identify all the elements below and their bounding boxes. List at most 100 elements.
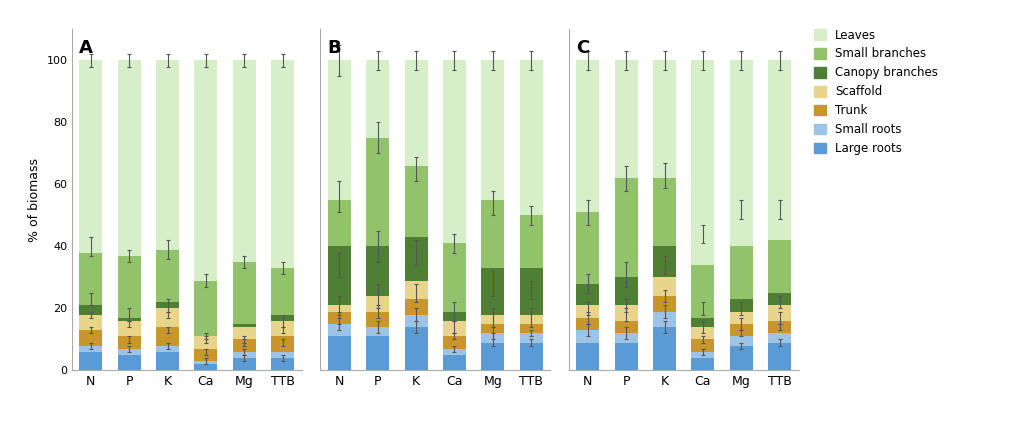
Bar [519, 216, 543, 268]
Bar [519, 61, 543, 216]
Bar [367, 61, 389, 138]
Text: C: C [577, 39, 590, 57]
Bar [271, 336, 294, 352]
Bar [730, 336, 753, 346]
Bar [118, 321, 140, 336]
Bar [156, 250, 179, 302]
Bar [328, 200, 351, 246]
Bar [232, 358, 256, 370]
Bar [653, 178, 676, 246]
Bar [442, 312, 466, 321]
Bar [481, 343, 504, 370]
Bar [519, 268, 543, 314]
Bar [271, 321, 294, 336]
Bar [232, 262, 256, 324]
Bar [442, 243, 466, 312]
Bar [481, 61, 504, 200]
Bar [481, 333, 504, 343]
Bar [195, 349, 217, 361]
Bar [577, 284, 599, 305]
Bar [156, 61, 179, 250]
Bar [691, 265, 715, 318]
Bar [118, 336, 140, 349]
Bar [195, 336, 217, 349]
Bar [442, 355, 466, 370]
Bar [156, 302, 179, 309]
Bar [614, 61, 638, 178]
Bar [328, 305, 351, 312]
Bar [614, 333, 638, 343]
Bar [232, 352, 256, 358]
Bar [519, 324, 543, 333]
Bar [442, 336, 466, 349]
Bar [577, 318, 599, 330]
Bar [328, 61, 351, 200]
Bar [577, 212, 599, 284]
Bar [404, 314, 428, 327]
Bar [614, 305, 638, 321]
Bar [367, 246, 389, 296]
Bar [118, 355, 140, 370]
Bar [404, 280, 428, 299]
Bar [442, 321, 466, 336]
Bar [653, 312, 676, 327]
Bar [271, 352, 294, 358]
Bar [653, 246, 676, 277]
Text: A: A [79, 39, 93, 57]
Bar [404, 237, 428, 280]
Bar [691, 61, 715, 265]
Bar [118, 349, 140, 355]
Bar [156, 327, 179, 346]
Y-axis label: % of biomass: % of biomass [28, 158, 41, 242]
Bar [653, 327, 676, 370]
Bar [691, 358, 715, 370]
Bar [768, 343, 792, 370]
Legend: Leaves, Small branches, Canopy branches, Scaffold, Trunk, Small roots, Large roo: Leaves, Small branches, Canopy branches,… [814, 29, 938, 155]
Bar [271, 358, 294, 370]
Bar [79, 346, 102, 352]
Bar [195, 61, 217, 280]
Bar [768, 305, 792, 321]
Bar [577, 343, 599, 370]
Bar [79, 61, 102, 253]
Bar [232, 61, 256, 262]
Bar [195, 361, 217, 364]
Bar [328, 246, 351, 305]
Bar [367, 296, 389, 312]
Bar [367, 336, 389, 370]
Bar [404, 299, 428, 314]
Bar [730, 346, 753, 370]
Text: B: B [328, 39, 341, 57]
Bar [653, 277, 676, 296]
Bar [768, 293, 792, 305]
Bar [691, 352, 715, 358]
Bar [404, 166, 428, 237]
Bar [768, 321, 792, 333]
Bar [691, 327, 715, 339]
Bar [768, 240, 792, 293]
Bar [730, 299, 753, 312]
Bar [519, 343, 543, 370]
Bar [195, 364, 217, 370]
Bar [481, 324, 504, 333]
Bar [730, 324, 753, 336]
Bar [691, 339, 715, 352]
Bar [367, 312, 389, 327]
Bar [481, 268, 504, 314]
Bar [404, 61, 428, 166]
Bar [614, 277, 638, 305]
Bar [577, 330, 599, 343]
Bar [232, 327, 256, 339]
Bar [328, 324, 351, 336]
Bar [730, 312, 753, 324]
Bar [79, 314, 102, 330]
Bar [156, 309, 179, 327]
Bar [577, 305, 599, 318]
Bar [232, 324, 256, 327]
Bar [367, 327, 389, 336]
Bar [195, 280, 217, 336]
Bar [232, 339, 256, 352]
Bar [328, 336, 351, 370]
Bar [79, 253, 102, 305]
Bar [653, 296, 676, 312]
